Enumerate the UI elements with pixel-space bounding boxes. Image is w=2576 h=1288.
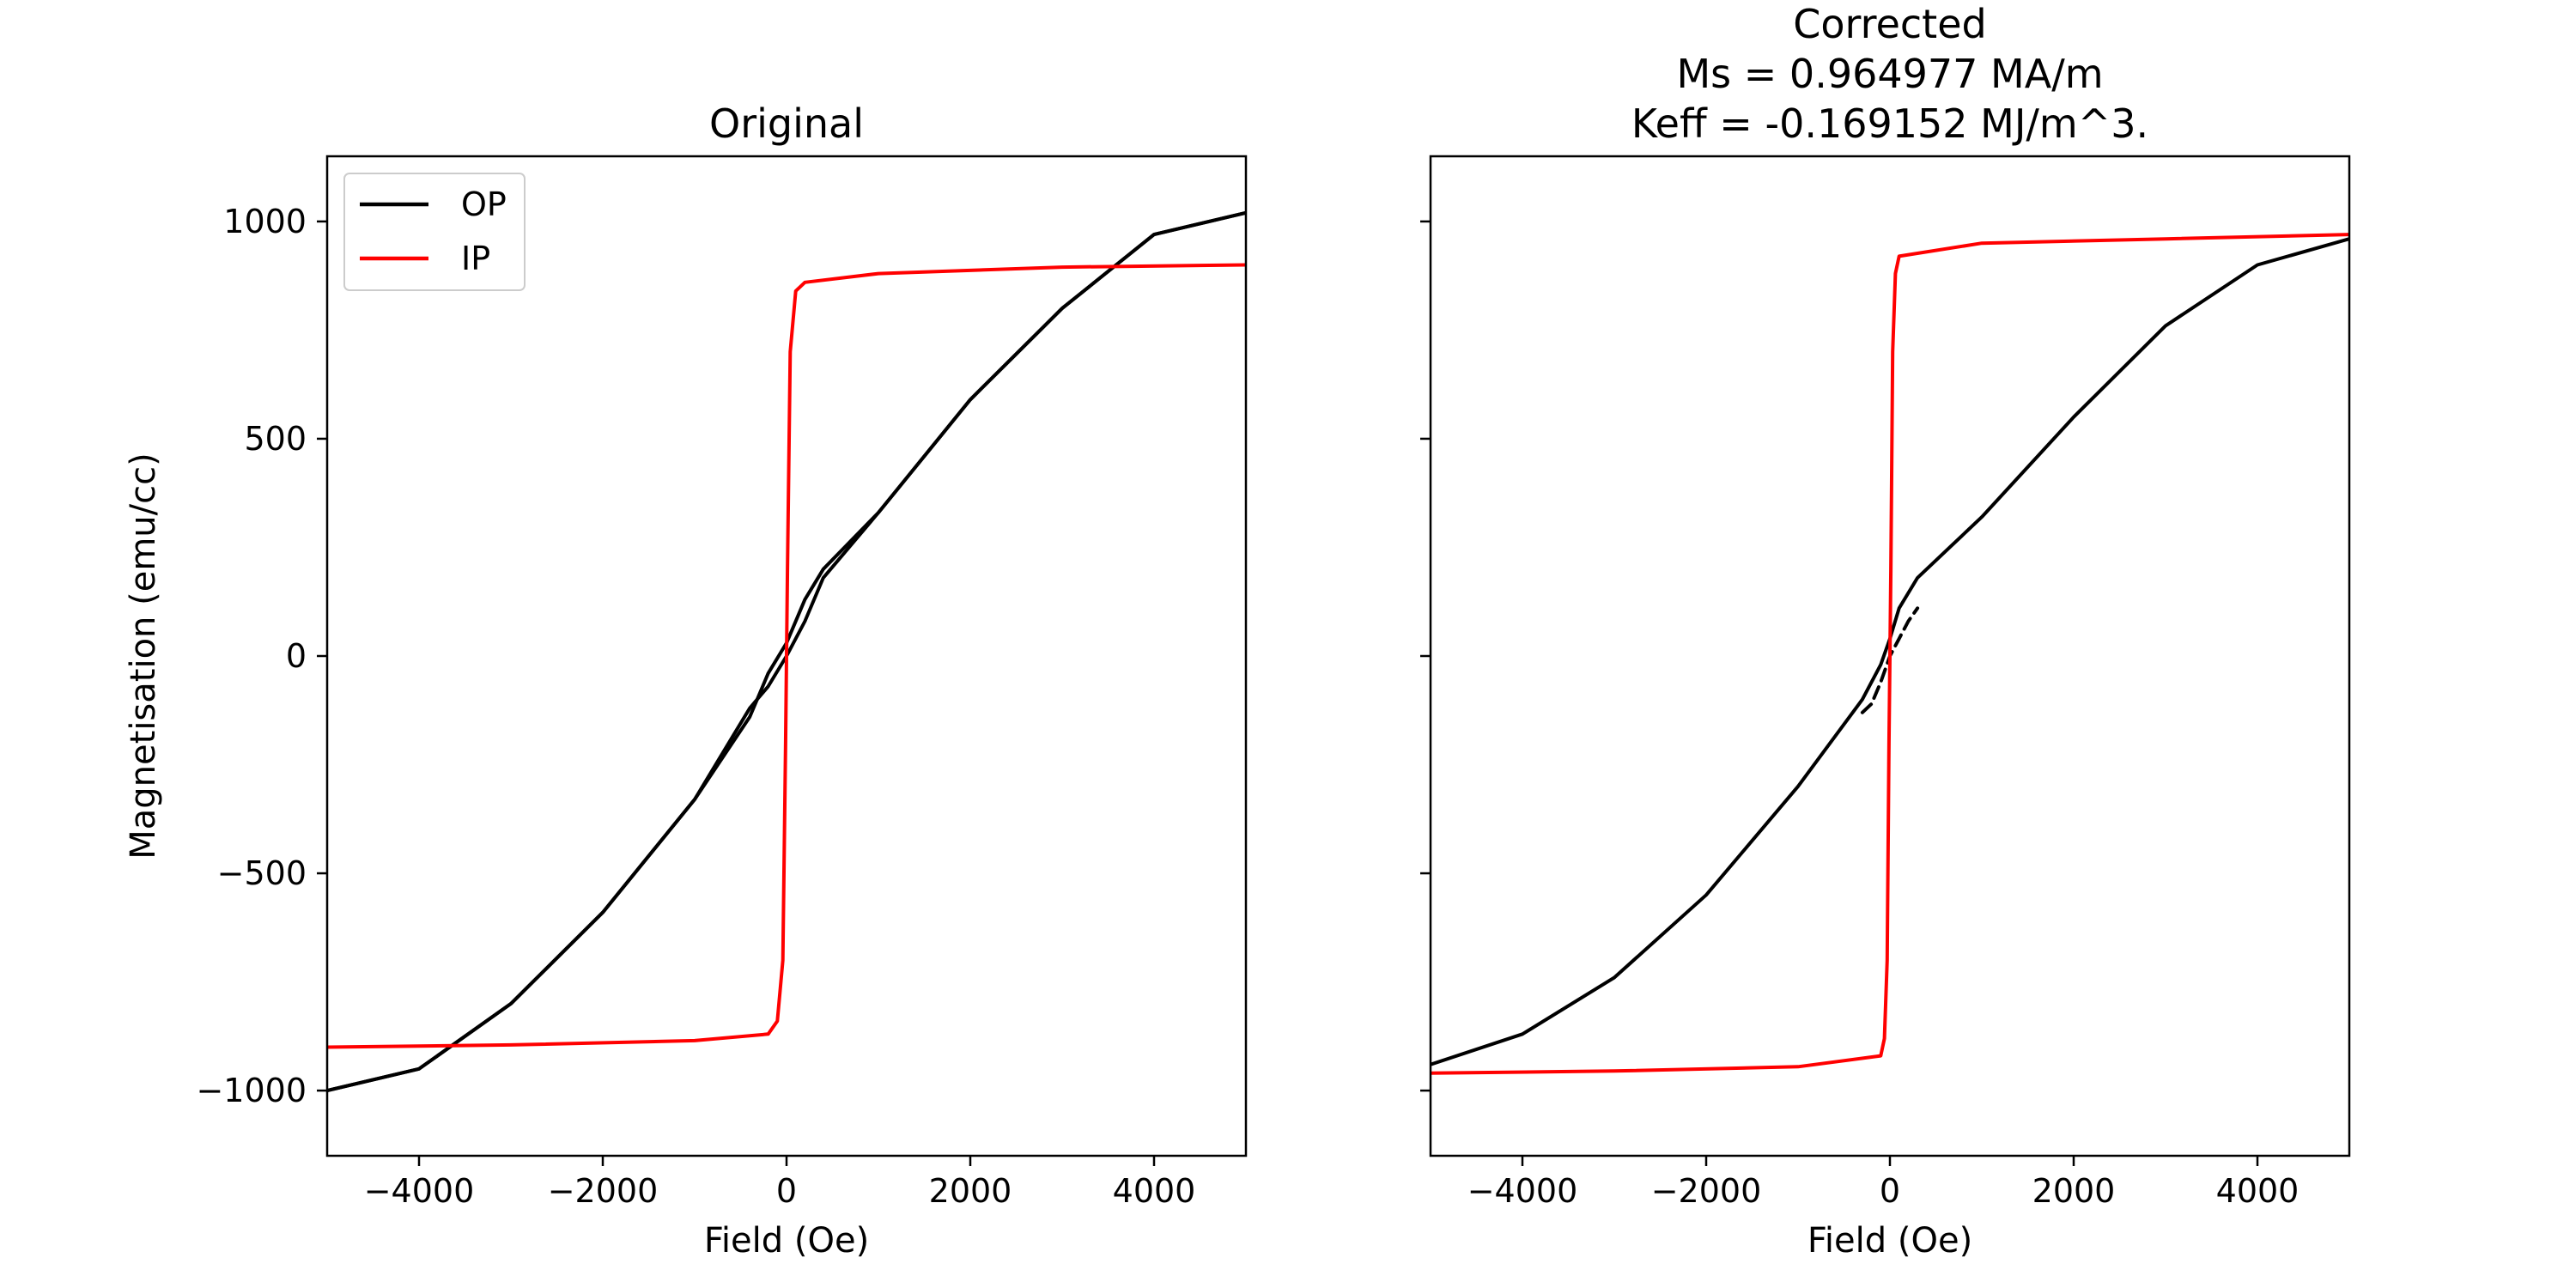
- x-axis-label: Field (Oe): [1807, 1221, 1972, 1261]
- y-tick-label: 500: [244, 420, 307, 458]
- x-tick-label: 2000: [2032, 1172, 2116, 1210]
- left-panel-original: −4000 −2000 0 2000 4000 1000 500 0 −500 −1000 Fiel…: [196, 100, 1248, 1261]
- y-tick-label: −1000: [196, 1072, 307, 1109]
- y-tick-label: 0: [286, 637, 307, 675]
- legend-label-op: OP: [461, 185, 507, 223]
- panel-title-line: Ms = 0.964977 MA/m: [1676, 51, 2103, 97]
- legend-label-ip: IP: [461, 240, 490, 277]
- x-tick-label: −4000: [364, 1172, 475, 1210]
- panel-title-line: Keff = -0.169152 MJ/m^3.: [1631, 100, 2148, 147]
- x-tick-label: 2000: [929, 1172, 1012, 1210]
- y-tick-label: −500: [217, 854, 307, 892]
- y-tick-label: 1000: [223, 203, 307, 240]
- series-group: [327, 210, 1246, 1093]
- right-panel-corrected: −4000 −2000 0 2000 4000 Field (Oe) CorrectedMs…: [1420, 1, 2351, 1261]
- x-tick-label: 0: [1880, 1172, 1900, 1210]
- panel-title-line: Original: [709, 100, 864, 147]
- x-tick-label: −2000: [1651, 1172, 1762, 1210]
- x-tick-label: 4000: [2216, 1172, 2300, 1210]
- x-tick-label: −4000: [1467, 1172, 1578, 1210]
- legend: OP IP: [343, 173, 526, 291]
- x-tick-label: 4000: [1113, 1172, 1196, 1210]
- series-line-ip-2: [1431, 233, 2349, 1075]
- y-axis-label: Magnetisation (emu/cc): [124, 453, 163, 859]
- x-tick-label: 0: [776, 1172, 797, 1210]
- series-line-ip-2: [327, 263, 1246, 1049]
- x-tick-label: −2000: [548, 1172, 659, 1210]
- series-group: [1431, 233, 2349, 1075]
- panel-title-line: Corrected: [1793, 1, 1986, 47]
- x-axis-label: Field (Oe): [704, 1221, 869, 1261]
